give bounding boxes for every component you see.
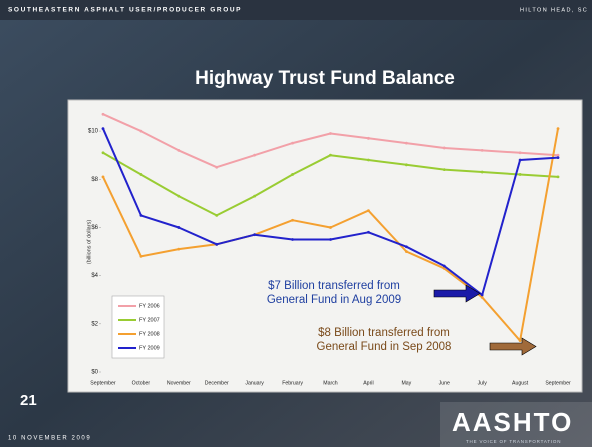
- plot: $0 $2 $4 $6 $8 $10 September October November Dec…: [88, 112, 571, 386]
- point: [253, 194, 257, 198]
- x-tick-label: October: [132, 380, 151, 386]
- point: [518, 339, 522, 343]
- point: [404, 141, 408, 145]
- point: [518, 158, 522, 162]
- logo-tagline: THE VOICE OF TRANSPORTATION: [466, 439, 561, 444]
- logo-name: AASHTO: [452, 407, 573, 437]
- header-right: HILTON HEAD, SC: [520, 7, 588, 13]
- point: [518, 173, 522, 176]
- arrow: [433, 284, 481, 303]
- x-tick-label: August: [512, 380, 529, 386]
- point: [367, 230, 370, 234]
- point: [442, 146, 446, 150]
- point: [139, 173, 143, 176]
- annotation-line: General Fund in Aug 2009: [267, 294, 401, 306]
- annotation-line: General Fund in Sep 2008: [317, 341, 452, 353]
- x-tick-label: November: [167, 380, 191, 386]
- legend-label: FY 2009: [139, 345, 160, 351]
- x-tick-label: September: [545, 380, 571, 386]
- point: [442, 264, 446, 268]
- point: [101, 112, 105, 116]
- point: [291, 238, 294, 241]
- point: [139, 129, 143, 133]
- annotation-2: $8 Billion transferred from General Fund…: [317, 327, 537, 356]
- header-bar: [0, 0, 592, 20]
- y-tick-label: $0: [91, 370, 98, 376]
- point: [215, 165, 219, 169]
- point: [556, 175, 560, 179]
- point: [291, 173, 294, 176]
- point: [329, 238, 332, 241]
- point: [291, 218, 294, 222]
- slide-title: Highway Trust Fund Balance: [195, 68, 455, 89]
- point: [101, 175, 105, 179]
- slide-number: 21: [20, 392, 37, 409]
- point: [480, 170, 484, 174]
- point: [556, 153, 560, 157]
- point: [329, 132, 332, 135]
- point: [253, 153, 257, 157]
- y-axis-label: (billions of dollars): [86, 220, 92, 264]
- arrow: [489, 337, 537, 356]
- point: [367, 136, 370, 140]
- legend-label: FY 2008: [139, 331, 160, 337]
- legend-label: FY 2006: [139, 303, 160, 309]
- point: [101, 127, 105, 131]
- point: [404, 163, 408, 167]
- point: [442, 168, 446, 172]
- point: [139, 254, 143, 258]
- point: [556, 156, 560, 159]
- point: [101, 151, 105, 155]
- point: [253, 233, 257, 237]
- point: [177, 148, 181, 152]
- point: [480, 148, 484, 152]
- point: [329, 153, 332, 157]
- point: [480, 293, 484, 297]
- y-tick-label: $4: [91, 273, 98, 279]
- point: [556, 127, 560, 131]
- y-tick-label: $10: [88, 129, 99, 135]
- x-tick-label: December: [205, 380, 229, 386]
- x-tick-label: June: [439, 380, 450, 386]
- y-tick-label: $6: [91, 225, 98, 231]
- point: [177, 247, 181, 251]
- point: [177, 226, 181, 229]
- point: [329, 226, 332, 229]
- y-tick-label: $2: [91, 321, 98, 327]
- annotation-1: $7 Billion transferred from General Fund…: [267, 280, 481, 306]
- header-left: SOUTHEASTERN ASPHALT USER/PRODUCER GROUP: [8, 7, 242, 14]
- point: [291, 141, 294, 145]
- x-tick-label: January: [245, 380, 264, 386]
- point: [480, 295, 484, 299]
- x-tick-label: March: [323, 380, 338, 386]
- point: [215, 242, 219, 246]
- point: [177, 194, 181, 198]
- legend-label: FY 2007: [139, 317, 160, 323]
- point: [404, 245, 408, 249]
- annotation-line: $7 Billion transferred from: [268, 280, 400, 292]
- x-tick-label: September: [90, 380, 116, 386]
- x-tick-label: May: [401, 380, 411, 386]
- x-tick-label: July: [478, 380, 488, 386]
- point: [367, 209, 370, 212]
- footer: 10 NOVEMBER 2009: [8, 436, 91, 442]
- point: [404, 250, 408, 253]
- point: [215, 214, 219, 217]
- x-tick-label: February: [282, 380, 303, 386]
- point: [139, 214, 143, 217]
- x-tick-label: April: [363, 380, 373, 386]
- point: [367, 158, 370, 162]
- point: [518, 151, 522, 155]
- annotation-line: $8 Billion transferred from: [318, 327, 450, 339]
- legend: FY 2006 FY 2007 FY 2008 FY 2009: [118, 303, 160, 351]
- logo-backdrop: [440, 402, 592, 447]
- y-tick-label: $8: [91, 177, 98, 183]
